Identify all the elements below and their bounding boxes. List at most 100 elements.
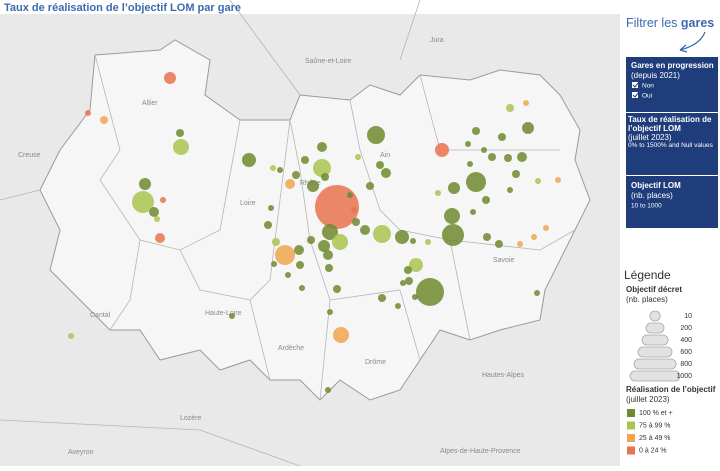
station-bubble[interactable]	[317, 142, 327, 152]
station-bubble[interactable]	[132, 191, 154, 213]
station-bubble[interactable]	[355, 154, 361, 160]
station-bubble[interactable]	[285, 179, 295, 189]
color-label: 100 % et +	[639, 410, 673, 417]
station-bubble[interactable]	[242, 153, 256, 167]
station-bubble[interactable]	[352, 218, 360, 226]
station-bubble[interactable]	[376, 161, 384, 169]
station-bubble[interactable]	[517, 152, 527, 162]
station-bubble[interactable]	[410, 238, 416, 244]
station-bubble[interactable]	[523, 100, 529, 106]
checkbox[interactable]	[632, 92, 638, 98]
station-bubble[interactable]	[301, 156, 309, 164]
station-bubble[interactable]	[522, 122, 534, 134]
station-bubble[interactable]	[294, 245, 304, 255]
station-bubble[interactable]	[313, 159, 331, 177]
station-bubble[interactable]	[173, 139, 189, 155]
station-bubble[interactable]	[268, 205, 274, 211]
station-bubble[interactable]	[481, 147, 487, 153]
station-bubble[interactable]	[164, 72, 176, 84]
station-bubble[interactable]	[272, 238, 280, 246]
station-bubble[interactable]	[100, 116, 108, 124]
station-bubble[interactable]	[412, 294, 418, 300]
station-bubble[interactable]	[483, 233, 491, 241]
station-bubble[interactable]	[435, 143, 449, 157]
filter-panel[interactable]	[626, 176, 718, 228]
station-bubble[interactable]	[472, 127, 480, 135]
station-bubble[interactable]	[482, 196, 490, 204]
station-bubble[interactable]	[321, 173, 329, 181]
map-label: Alpes-de-Haute-Provence	[440, 448, 521, 455]
station-bubble[interactable]	[448, 182, 460, 194]
station-bubble[interactable]	[504, 154, 512, 162]
station-bubble[interactable]	[378, 294, 386, 302]
station-bubble[interactable]	[299, 285, 305, 291]
station-bubble[interactable]	[498, 133, 506, 141]
station-bubble[interactable]	[444, 208, 460, 224]
filter-panel[interactable]	[626, 113, 718, 175]
station-bubble[interactable]	[154, 216, 160, 222]
station-bubble[interactable]	[333, 285, 341, 293]
station-bubble[interactable]	[534, 290, 540, 296]
station-bubble[interactable]	[531, 234, 537, 240]
station-bubble[interactable]	[275, 245, 295, 265]
station-bubble[interactable]	[325, 264, 333, 272]
station-bubble[interactable]	[506, 104, 514, 112]
station-bubble[interactable]	[139, 178, 151, 190]
station-bubble[interactable]	[409, 258, 423, 272]
station-bubble[interactable]	[425, 239, 431, 245]
station-bubble[interactable]	[395, 230, 409, 244]
filter-panel[interactable]	[626, 57, 718, 112]
station-bubble[interactable]	[400, 280, 406, 286]
station-bubble[interactable]	[347, 192, 353, 198]
station-bubble[interactable]	[465, 141, 471, 147]
station-bubble[interactable]	[160, 197, 166, 203]
station-bubble[interactable]	[307, 236, 315, 244]
station-bubble[interactable]	[366, 182, 374, 190]
station-bubble[interactable]	[488, 153, 496, 161]
station-bubble[interactable]	[318, 240, 330, 252]
station-bubble[interactable]	[373, 225, 391, 243]
station-bubble[interactable]	[285, 272, 291, 278]
station-bubble[interactable]	[535, 178, 541, 184]
station-bubble[interactable]	[395, 303, 401, 309]
checkbox[interactable]	[632, 82, 638, 88]
station-bubble[interactable]	[360, 225, 370, 235]
station-bubble[interactable]	[351, 207, 357, 213]
station-bubble[interactable]	[512, 170, 520, 178]
station-bubble[interactable]	[68, 333, 74, 339]
station-bubble[interactable]	[367, 126, 385, 144]
station-bubble[interactable]	[264, 221, 272, 229]
station-bubble[interactable]	[176, 129, 184, 137]
station-bubble[interactable]	[517, 241, 523, 247]
station-bubble[interactable]	[333, 327, 349, 343]
station-bubble[interactable]	[405, 277, 413, 285]
station-bubble[interactable]	[229, 313, 235, 319]
station-bubble[interactable]	[543, 225, 549, 231]
station-bubble[interactable]	[277, 167, 283, 173]
station-bubble[interactable]	[507, 187, 513, 193]
station-bubble[interactable]	[327, 309, 333, 315]
station-bubble[interactable]	[270, 165, 276, 171]
station-bubble[interactable]	[307, 180, 319, 192]
station-bubble[interactable]	[416, 278, 444, 306]
station-bubble[interactable]	[271, 261, 277, 267]
map-label: Loire	[240, 200, 256, 207]
station-bubble[interactable]	[322, 224, 338, 240]
station-bubble[interactable]	[555, 177, 561, 183]
station-bubble[interactable]	[381, 168, 391, 178]
station-bubble[interactable]	[85, 110, 91, 116]
station-bubble[interactable]	[325, 387, 331, 393]
station-bubble[interactable]	[404, 266, 412, 274]
station-bubble[interactable]	[149, 207, 159, 217]
station-bubble[interactable]	[155, 233, 165, 243]
station-bubble[interactable]	[323, 250, 333, 260]
station-bubble[interactable]	[442, 224, 464, 246]
station-bubble[interactable]	[332, 234, 348, 250]
station-bubble[interactable]	[470, 209, 476, 215]
station-bubble[interactable]	[466, 172, 486, 192]
station-bubble[interactable]	[435, 190, 441, 196]
station-bubble[interactable]	[495, 240, 503, 248]
station-bubble[interactable]	[292, 171, 300, 179]
station-bubble[interactable]	[467, 161, 473, 167]
station-bubble[interactable]	[296, 261, 304, 269]
